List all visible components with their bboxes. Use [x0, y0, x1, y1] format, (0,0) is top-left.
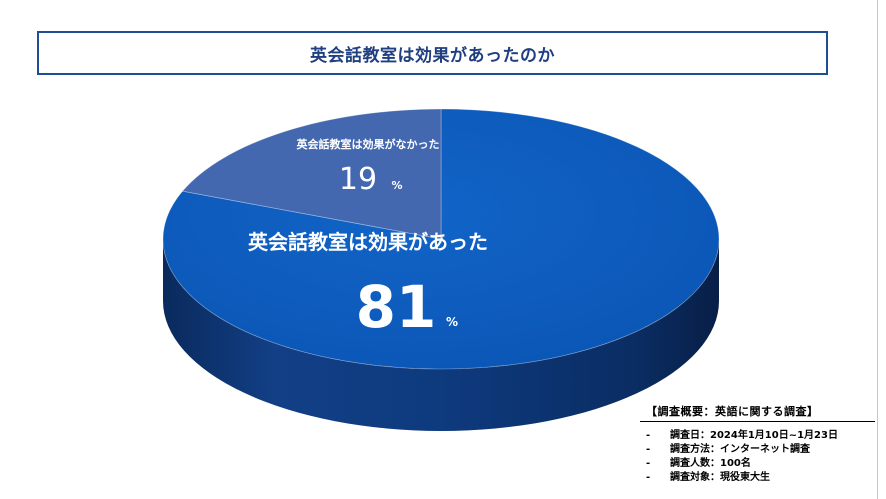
pie-slice-effective — [162, 108, 720, 370]
survey-item-text: 調査対象：現役東大生 — [670, 472, 770, 483]
pie-label-group: 英会話教室は効果がなかった 19 % 英会話教室は効果があった 81% — [248, 137, 488, 341]
pie-slice-not-effective — [181, 108, 442, 240]
chart-title-box: 英会話教室は効果があったのか — [37, 31, 828, 75]
survey-item: - 調査日：2024年1月10日~1月23日 — [640, 429, 875, 443]
bullet-dash: - — [646, 472, 651, 483]
slice-value-not-effective: 19 — [339, 162, 377, 197]
pie-side-group — [163, 239, 719, 431]
slice-unit-not-effective: % — [391, 179, 402, 192]
frame-border — [877, 0, 878, 499]
survey-heading: 【調査概要：英語に関する調査】 — [640, 403, 875, 422]
pie-top-group — [162, 108, 720, 370]
survey-list: - 調査日：2024年1月10日~1月23日 - 調査方法：インターネット調査 - 調査人… — [640, 429, 875, 485]
slice-label-effective: 英会話教室は効果があった — [248, 230, 488, 254]
survey-item: - 調査対象：現役東大生 — [640, 471, 875, 485]
survey-notes: 【調査概要：英語に関する調査】 - 調査日：2024年1月10日~1月23日 - 調査… — [640, 403, 875, 485]
pie-side-wall — [163, 239, 719, 431]
slice-unit-effective: % — [446, 315, 458, 329]
survey-item-text: 調査方法：インターネット調査 — [670, 444, 810, 455]
survey-item: - 調査方法：インターネット調査 — [640, 443, 875, 457]
bullet-dash: - — [646, 444, 651, 455]
survey-item-text: 調査人数：100名 — [670, 458, 751, 469]
bullet-dash: - — [646, 458, 651, 469]
bullet-dash: - — [646, 430, 651, 441]
slice-value-effective: 81 — [356, 273, 437, 341]
chart-title: 英会話教室は効果があったのか — [310, 45, 555, 66]
slice-label-not-effective: 英会話教室は効果がなかった — [296, 137, 440, 151]
survey-item-text: 調査日：2024年1月10日~1月23日 — [670, 430, 838, 441]
survey-item: - 調査人数：100名 — [640, 457, 875, 471]
